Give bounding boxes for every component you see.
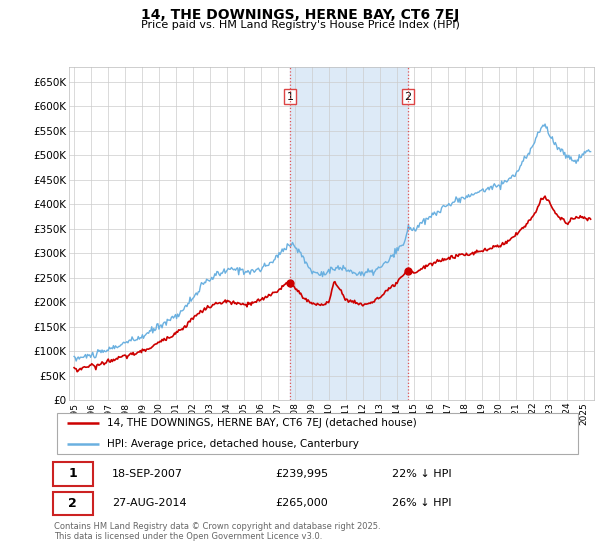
Bar: [290, 67, 408, 400]
Text: 14, THE DOWNINGS, HERNE BAY, CT6 7EJ (detached house): 14, THE DOWNINGS, HERNE BAY, CT6 7EJ (de…: [107, 418, 416, 428]
Text: HPI: Average price, detached house, Canterbury: HPI: Average price, detached house, Cant…: [107, 438, 359, 449]
Text: 14, THE DOWNINGS, HERNE BAY, CT6 7EJ: 14, THE DOWNINGS, HERNE BAY, CT6 7EJ: [141, 8, 459, 22]
Text: 2: 2: [68, 497, 77, 510]
FancyBboxPatch shape: [56, 413, 578, 454]
Text: £239,995: £239,995: [276, 469, 329, 479]
Text: Price paid vs. HM Land Registry's House Price Index (HPI): Price paid vs. HM Land Registry's House …: [140, 20, 460, 30]
Text: £265,000: £265,000: [276, 498, 329, 508]
Text: 27-AUG-2014: 27-AUG-2014: [112, 498, 187, 508]
FancyBboxPatch shape: [53, 492, 92, 515]
Text: 1: 1: [68, 468, 77, 480]
Text: 22% ↓ HPI: 22% ↓ HPI: [392, 469, 452, 479]
Text: 18-SEP-2007: 18-SEP-2007: [112, 469, 183, 479]
Text: 26% ↓ HPI: 26% ↓ HPI: [392, 498, 451, 508]
Text: Contains HM Land Registry data © Crown copyright and database right 2025.
This d: Contains HM Land Registry data © Crown c…: [54, 522, 380, 542]
FancyBboxPatch shape: [53, 462, 92, 486]
Text: 2: 2: [404, 92, 412, 101]
Text: 1: 1: [287, 92, 294, 101]
